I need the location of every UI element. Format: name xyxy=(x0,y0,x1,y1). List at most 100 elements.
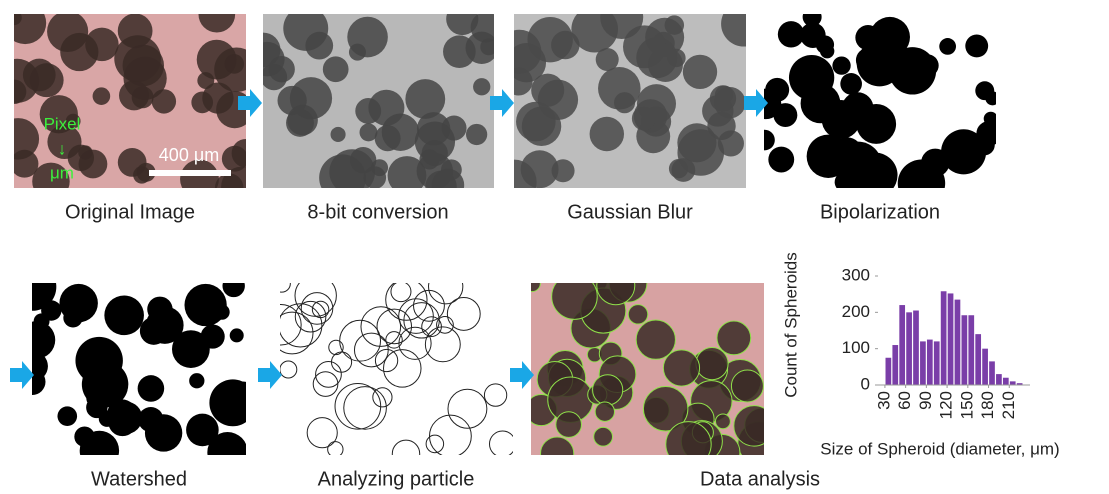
spheroid xyxy=(466,124,487,145)
bar xyxy=(927,340,933,385)
spheroid xyxy=(442,116,467,141)
spheroid xyxy=(375,125,401,151)
bar xyxy=(948,293,954,385)
spheroid xyxy=(521,150,559,188)
spheroid xyxy=(86,397,107,418)
spheroid xyxy=(835,172,855,192)
spheroid xyxy=(172,330,210,368)
x-tick-label: 30 xyxy=(874,391,893,410)
x-tick-label: 60 xyxy=(895,391,914,410)
spheroid xyxy=(636,320,675,359)
x-tick-label: 120 xyxy=(937,391,956,419)
spheroid xyxy=(714,87,745,118)
spheroid xyxy=(138,375,165,402)
x-axis-label: Size of Spheroid (diameter, μm) xyxy=(820,439,1059,458)
y-tick-label: 200 xyxy=(842,302,870,321)
spheroid xyxy=(965,35,988,58)
spheroid xyxy=(840,73,862,95)
y-axis-label: Count of Spheroids xyxy=(781,252,800,398)
bar xyxy=(989,361,995,385)
bar xyxy=(1010,381,1016,385)
spheroid xyxy=(209,379,256,426)
spheroid xyxy=(79,150,108,179)
spheroid xyxy=(140,317,168,345)
spheroid xyxy=(446,3,478,35)
spheroid xyxy=(480,38,497,55)
spheroid xyxy=(666,422,711,467)
spheroid xyxy=(417,153,453,189)
spheroid xyxy=(856,48,881,73)
image-panel xyxy=(261,270,516,468)
spheroid xyxy=(614,92,635,113)
panel-label: Watershed xyxy=(91,468,187,490)
spheroid xyxy=(80,431,119,470)
x-tick-label: 210 xyxy=(999,391,1018,419)
arrow xyxy=(510,361,534,389)
spheroid xyxy=(809,147,836,174)
spheroid xyxy=(145,414,182,451)
spheroid xyxy=(527,17,572,62)
spheroid xyxy=(939,38,956,55)
spheroid xyxy=(683,55,717,89)
bar xyxy=(886,358,892,385)
spheroid xyxy=(541,437,574,470)
spheroid xyxy=(4,2,46,44)
spheroid xyxy=(41,300,61,320)
panel-label: Bipolarization xyxy=(820,201,940,223)
bar xyxy=(968,315,974,385)
spheroid xyxy=(123,45,164,86)
spheroid xyxy=(789,55,834,100)
spheroid xyxy=(552,274,598,320)
spheroid xyxy=(853,153,898,198)
spheroid xyxy=(363,166,386,189)
image-panel xyxy=(0,0,261,207)
unit-label: μm xyxy=(50,163,74,182)
spheroid xyxy=(628,305,647,324)
spheroid xyxy=(186,414,219,447)
spheroid xyxy=(524,275,541,292)
spheroid xyxy=(473,78,490,95)
spheroid xyxy=(250,42,284,76)
spheroid xyxy=(637,84,676,123)
spheroid xyxy=(202,82,233,113)
spheroid xyxy=(721,1,766,46)
spheroid xyxy=(716,414,731,429)
spheroid xyxy=(331,127,346,142)
spheroid xyxy=(283,6,328,51)
spheroid xyxy=(222,275,244,297)
panel-label: Data analysis xyxy=(700,468,820,490)
spheroid xyxy=(648,47,683,82)
spheroid xyxy=(916,54,938,76)
image-panel xyxy=(524,264,781,470)
spheroid xyxy=(590,117,624,151)
panel-label: Analyzing particle xyxy=(318,468,475,490)
spheroid xyxy=(731,370,763,402)
arrow xyxy=(10,361,34,389)
spheroid xyxy=(230,328,244,342)
arrow-label: ↓ xyxy=(58,139,67,158)
spheroid xyxy=(921,149,949,177)
spheroid xyxy=(152,89,176,113)
bar xyxy=(996,374,1002,385)
bar xyxy=(892,345,898,385)
spheroid xyxy=(180,160,219,199)
spheroid xyxy=(768,147,794,173)
spheroid xyxy=(778,21,804,47)
pixel-label: Pixel xyxy=(44,114,81,133)
image-panel xyxy=(246,3,501,202)
panel-label: Original Image xyxy=(65,201,195,223)
spheroid xyxy=(594,427,613,446)
spheroid xyxy=(107,399,137,429)
x-tick-label: 90 xyxy=(916,391,935,410)
spheroid xyxy=(504,67,532,95)
spheroid xyxy=(734,406,774,446)
spheroid xyxy=(197,40,237,80)
spheroid xyxy=(57,406,77,426)
bar xyxy=(955,300,961,385)
spheroid xyxy=(63,308,82,327)
bar xyxy=(934,341,940,385)
image-panel xyxy=(492,0,766,204)
spheroid xyxy=(663,350,699,386)
bar xyxy=(962,315,968,385)
